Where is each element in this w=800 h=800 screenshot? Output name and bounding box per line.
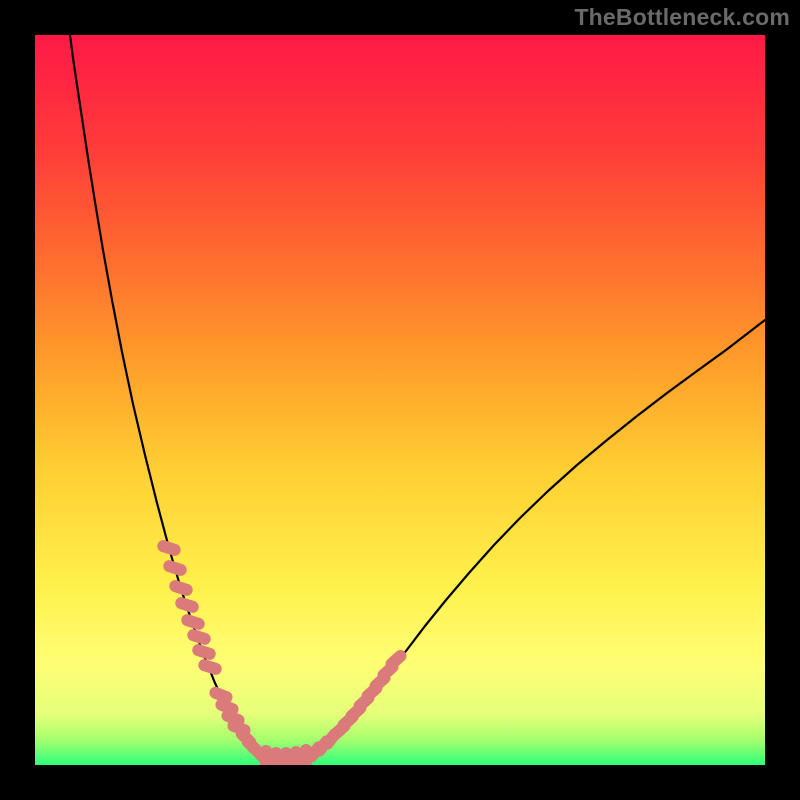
chart-svg (0, 0, 800, 800)
watermark-text: TheBottleneck.com (574, 4, 790, 31)
